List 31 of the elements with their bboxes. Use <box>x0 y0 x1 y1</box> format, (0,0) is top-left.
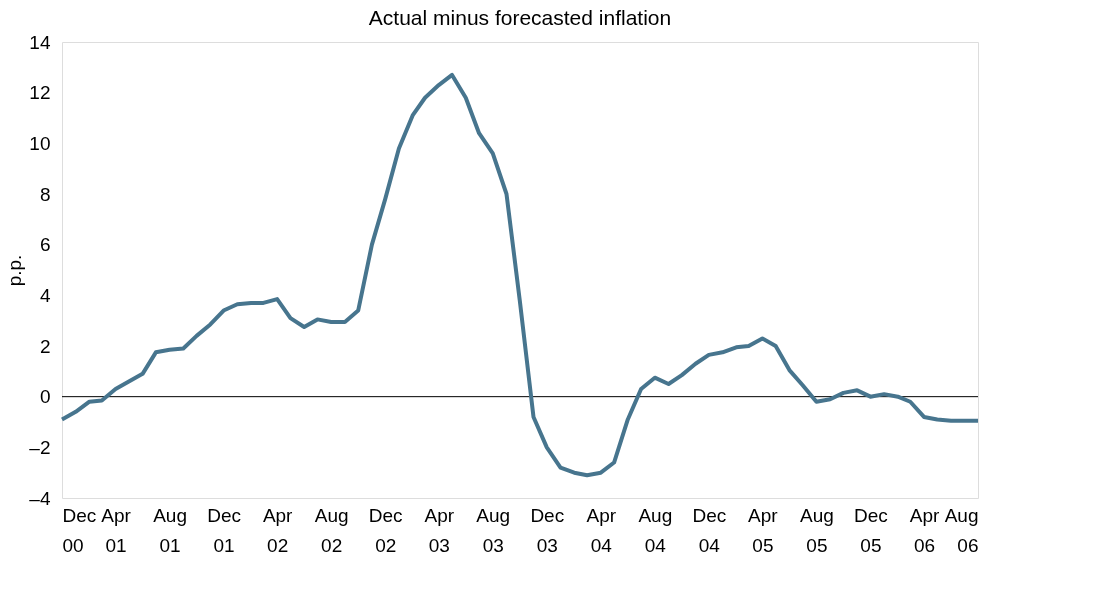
line-series <box>60 72 980 478</box>
x-tick-label: Dec 00 <box>62 504 97 556</box>
x-tick-label: Apr 06 <box>909 504 940 556</box>
y-tick-label: 2 <box>39 335 51 357</box>
x-tick-label: Aug 01 <box>153 504 187 556</box>
x-tick-label: Aug 04 <box>638 504 673 556</box>
x-tick-label: Apr 05 <box>748 504 779 556</box>
x-tick-label: Apr 04 <box>586 504 617 556</box>
x-tick-label: Dec 05 <box>854 504 888 556</box>
y-tick-label: 6 <box>39 234 51 256</box>
x-tick-label: Dec 03 <box>530 504 565 556</box>
x-tick-label: Apr 03 <box>424 504 455 556</box>
y-tick-label: –4 <box>29 487 51 509</box>
x-tick-label: Aug 05 <box>800 504 834 556</box>
y-tick-label: 10 <box>29 132 51 154</box>
y-tick-label: 12 <box>29 82 51 104</box>
x-tick-label: Apr 01 <box>101 504 132 556</box>
y-tick-label: 8 <box>39 183 51 205</box>
y-axis-title: p.p. <box>4 254 26 287</box>
y-tick-label: 0 <box>39 386 51 408</box>
chart-title: Actual minus forecasted inflation <box>368 6 672 29</box>
y-tick-label: –2 <box>29 436 51 458</box>
x-tick-label: Aug 03 <box>476 504 511 556</box>
y-tick-label: 4 <box>39 284 51 306</box>
y-tick-label: 14 <box>29 31 51 53</box>
x-tick-label: Dec 04 <box>692 504 727 556</box>
x-tick-label: Dec 01 <box>207 504 241 556</box>
x-tick-label: Aug 06 <box>944 504 979 556</box>
x-tick-label: Apr 02 <box>262 504 294 556</box>
x-tick-label: Aug 02 <box>314 504 349 556</box>
x-tick-label: Dec 02 <box>368 504 403 556</box>
